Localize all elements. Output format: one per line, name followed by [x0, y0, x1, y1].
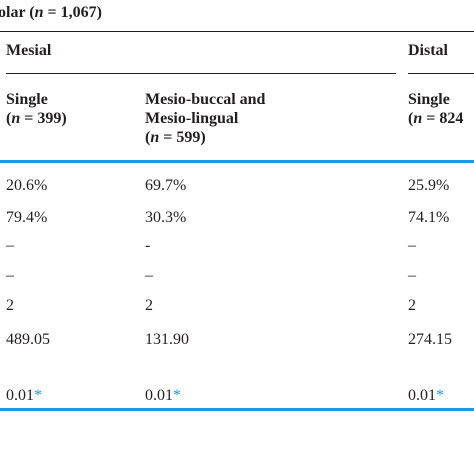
column-header-line: Single [408, 91, 450, 108]
table-cell: 0.01* [6, 387, 42, 404]
group-header-distal: Distal [408, 42, 448, 59]
column-header-line: Mesio-lingual [145, 110, 239, 127]
table-cell: 0.01* [408, 387, 444, 404]
table-cell: 79.4% [6, 209, 48, 226]
column-header-mesial-mb-ml: Mesio-buccal and Mesio-lingual (n = 599) [145, 90, 265, 147]
column-header-line: Single [6, 91, 48, 108]
caption-n-label: n [34, 4, 44, 21]
caption-rule [0, 31, 474, 32]
table-cell: – [145, 267, 153, 284]
table-cell: 30.3% [145, 209, 187, 226]
table-cell: 0.01* [145, 387, 181, 404]
column-header-n: (n = 399) [6, 110, 67, 127]
table-cell: 20.6% [6, 177, 48, 194]
significance-marker: * [34, 387, 42, 404]
column-header-n: (n = 824 [408, 110, 464, 127]
table-cell: – [6, 237, 14, 254]
table-cell: – [408, 237, 416, 254]
column-header-line: Mesio-buccal and [145, 91, 266, 108]
table-cell: 25.9% [408, 177, 450, 194]
table-cell: 74.1% [408, 209, 450, 226]
table-cell: - [145, 237, 151, 254]
table-cell: 69.7% [145, 177, 187, 194]
distal-spanner-rule [408, 73, 474, 74]
table-bottom-rule [0, 408, 474, 411]
table-cell: 2 [6, 297, 14, 314]
table-caption: olar (n = 1,067) [0, 3, 102, 22]
table-cell: 274.15 [408, 331, 452, 348]
group-header-mesial: Mesial [6, 42, 52, 59]
mesial-spanner-rule [6, 73, 396, 74]
significance-marker: * [436, 387, 444, 404]
table-cell: 131.90 [145, 331, 189, 348]
caption-fragment: olar ( [0, 4, 35, 21]
table-cell: 2 [408, 297, 416, 314]
column-header-n: (n = 599) [145, 129, 206, 146]
column-header-distal-single: Single (n = 824 [408, 90, 463, 128]
table-cell: 2 [145, 297, 153, 314]
significance-marker: * [173, 387, 181, 404]
table-cell: – [408, 267, 416, 284]
column-header-mesial-single: Single (n = 399) [6, 90, 67, 128]
caption-n-value: = 1,067) [43, 4, 102, 21]
table-cell: 489.05 [6, 331, 50, 348]
table-cell: – [6, 267, 14, 284]
header-rule [0, 160, 474, 163]
